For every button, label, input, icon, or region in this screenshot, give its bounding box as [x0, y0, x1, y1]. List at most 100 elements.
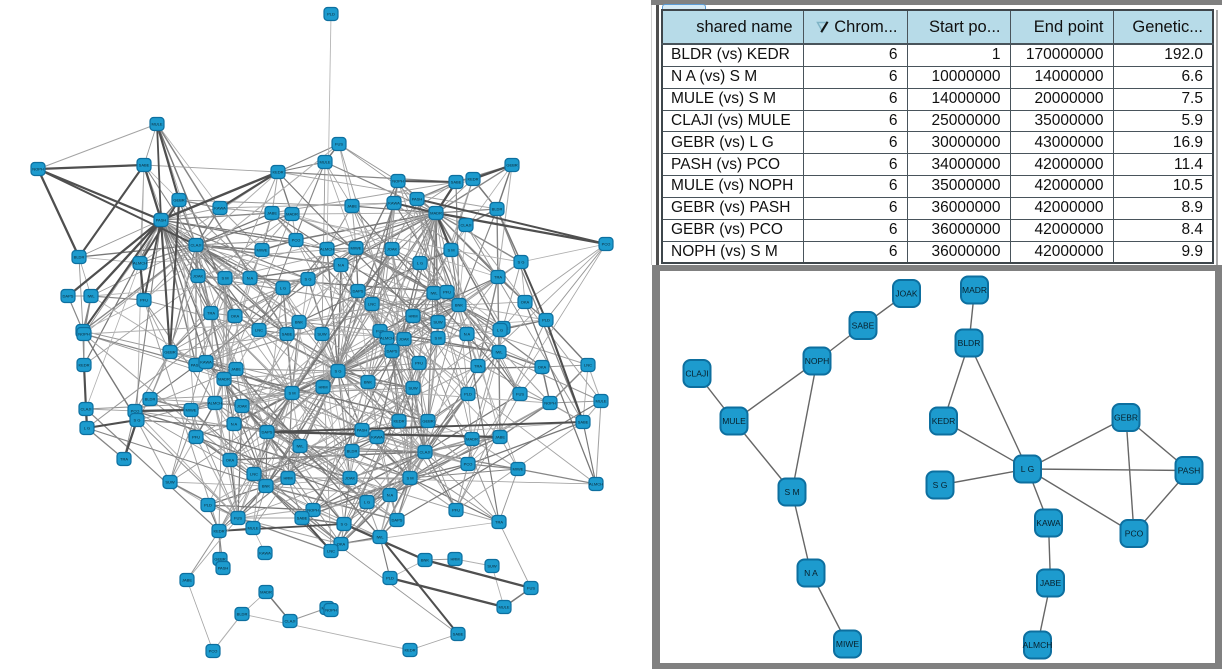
svg-text:MIWE: MIWE	[257, 248, 268, 253]
svg-text:SUW: SUW	[317, 332, 327, 337]
svg-text:OKA: OKA	[521, 300, 530, 305]
svg-text:LNC: LNC	[368, 302, 376, 307]
svg-text:OKA: OKA	[226, 458, 235, 463]
svg-text:PASH: PASH	[1178, 466, 1201, 476]
svg-text:PFU: PFU	[140, 298, 148, 303]
svg-text:FUS: FUS	[376, 329, 384, 334]
svg-text:PLD: PLD	[464, 392, 472, 397]
svg-text:KEDR: KEDR	[467, 177, 478, 182]
svg-text:N A: N A	[387, 493, 394, 498]
svg-text:PCO: PCO	[602, 242, 611, 247]
svg-text:FUS: FUS	[234, 516, 242, 521]
svg-text:FUS: FUS	[527, 586, 535, 591]
svg-text:GEBR: GEBR	[214, 557, 225, 562]
svg-text:BNK: BNK	[262, 484, 271, 489]
svg-text:PFU: PFU	[452, 508, 460, 513]
svg-text:BNK: BNK	[455, 303, 464, 308]
svg-text:PCO: PCO	[1125, 529, 1144, 539]
svg-text:IWL: IWL	[430, 291, 438, 296]
svg-text:S G: S G	[518, 260, 525, 265]
svg-text:NOPH: NOPH	[307, 508, 319, 513]
svg-text:TRA: TRA	[494, 275, 502, 280]
svg-text:L G: L G	[84, 426, 90, 431]
svg-text:MULE: MULE	[151, 122, 162, 127]
svg-text:KEDR: KEDR	[78, 363, 89, 368]
svg-text:NOPH: NOPH	[32, 167, 44, 172]
svg-text:CLAJI: CLAJI	[81, 407, 92, 412]
svg-text:BLDR: BLDR	[492, 207, 503, 212]
svg-text:MULE: MULE	[319, 160, 330, 165]
svg-text:S M: S M	[784, 487, 799, 497]
svg-text:KAWA: KAWA	[259, 551, 271, 556]
svg-text:PASH: PASH	[218, 566, 229, 571]
svg-text:MIWE: MIWE	[513, 467, 524, 472]
svg-text:IWL: IWL	[495, 350, 503, 355]
svg-text:GEBR: GEBR	[422, 419, 433, 424]
svg-text:LNC: LNC	[255, 328, 263, 333]
svg-text:BNK: BNK	[421, 558, 430, 563]
svg-text:CLAJI: CLAJI	[191, 243, 202, 248]
svg-text:DAPS: DAPS	[387, 349, 398, 354]
svg-text:PCO: PCO	[292, 238, 301, 243]
svg-text:PLD: PLD	[542, 318, 550, 323]
svg-text:NOPH: NOPH	[392, 179, 404, 184]
svg-text:NOPH: NOPH	[325, 608, 337, 613]
svg-text:IWL: IWL	[376, 535, 384, 540]
svg-text:PCO: PCO	[209, 649, 218, 654]
svg-text:N A: N A	[247, 276, 254, 281]
svg-text:N A: N A	[338, 263, 345, 268]
svg-text:PFU: PFU	[192, 435, 200, 440]
svg-text:SUW: SUW	[433, 320, 443, 325]
svg-text:SUW: SUW	[165, 480, 175, 485]
svg-text:BNK: BNK	[295, 320, 304, 325]
svg-text:KEDR: KEDR	[404, 648, 415, 653]
svg-text:KAWA: KAWA	[200, 360, 212, 365]
svg-text:ALMCH: ALMCH	[320, 247, 334, 252]
svg-text:SABE: SABE	[578, 420, 589, 425]
svg-text:BLDR: BLDR	[74, 255, 85, 260]
svg-text:MULE: MULE	[498, 605, 509, 610]
svg-text:JOAK: JOAK	[895, 289, 918, 299]
svg-text:MIWE: MIWE	[351, 246, 362, 251]
svg-text:HRM: HRM	[318, 385, 327, 390]
svg-text:TRA: TRA	[120, 457, 128, 462]
svg-text:SUW: SUW	[408, 386, 418, 391]
svg-text:S M: S M	[221, 276, 228, 281]
svg-text:DAPS: DAPS	[392, 518, 403, 523]
svg-text:KAWA: KAWA	[1036, 518, 1061, 528]
svg-text:LNC: LNC	[584, 363, 592, 368]
svg-text:L G: L G	[417, 261, 423, 266]
svg-text:BNK: BNK	[364, 380, 373, 385]
svg-text:JABE: JABE	[347, 204, 357, 209]
svg-text:ALMCH: ALMCH	[380, 336, 394, 341]
svg-text:PLD: PLD	[327, 12, 335, 17]
svg-text:ALMCH: ALMCH	[208, 401, 222, 406]
svg-text:CLAJI: CLAJI	[685, 369, 708, 379]
svg-text:NOPH: NOPH	[544, 401, 556, 406]
svg-text:GEBR: GEBR	[164, 350, 175, 355]
svg-text:HRM: HRM	[450, 557, 459, 562]
svg-text:PCO: PCO	[131, 409, 140, 414]
svg-text:MULE: MULE	[722, 416, 746, 426]
svg-text:FUS: FUS	[335, 142, 343, 147]
svg-text:CLAJI: CLAJI	[420, 450, 431, 455]
svg-text:GEBR: GEBR	[173, 198, 184, 203]
svg-text:JOAK: JOAK	[399, 337, 410, 342]
svg-text:KEDR: KEDR	[393, 419, 404, 424]
svg-text:SABE: SABE	[297, 516, 308, 521]
svg-text:N A: N A	[804, 568, 818, 578]
svg-text:HRM: HRM	[408, 314, 417, 319]
svg-text:GEBR: GEBR	[1114, 413, 1138, 423]
svg-text:S M: S M	[434, 336, 441, 341]
svg-text:JABE: JABE	[231, 367, 241, 372]
svg-text:MADR: MADR	[218, 377, 230, 382]
svg-text:JABE: JABE	[267, 211, 277, 216]
svg-text:N A: N A	[231, 422, 238, 427]
svg-text:S G: S G	[341, 522, 348, 527]
svg-text:CLAJI: CLAJI	[285, 619, 296, 624]
svg-text:PASH: PASH	[357, 428, 368, 433]
svg-text:MIWE: MIWE	[836, 639, 859, 649]
svg-text:S G: S G	[134, 418, 141, 423]
svg-text:BLDR: BLDR	[958, 338, 981, 348]
svg-text:PLD: PLD	[386, 576, 394, 581]
